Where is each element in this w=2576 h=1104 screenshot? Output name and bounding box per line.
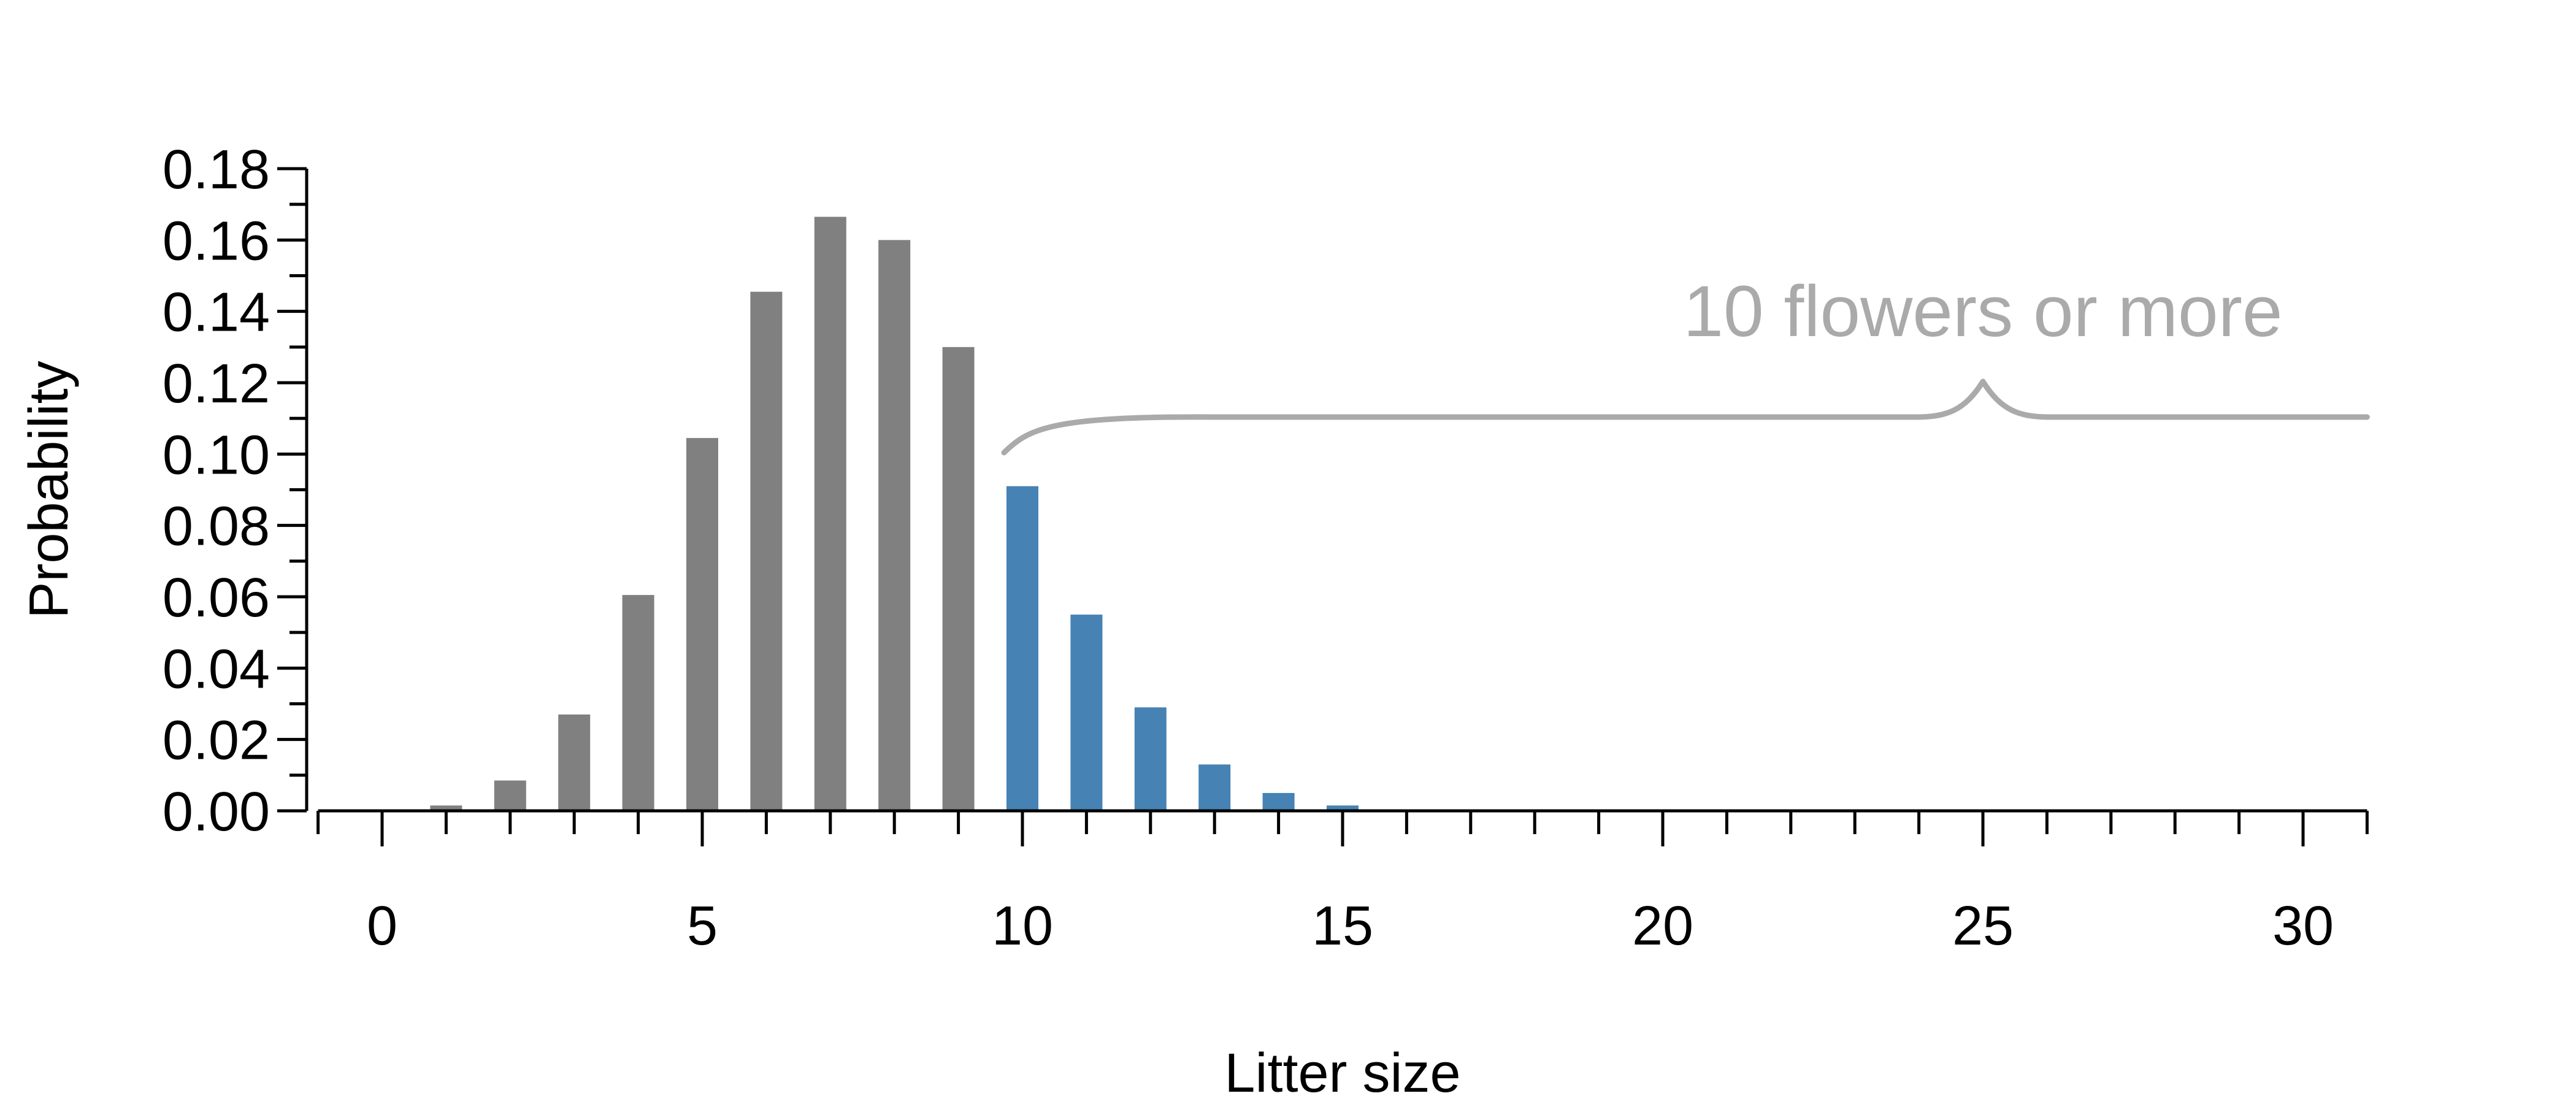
bar-1 — [430, 805, 462, 811]
bar-4 — [622, 595, 654, 811]
y-tick-label: 0.18 — [163, 139, 270, 201]
y-tick-label: 0.10 — [163, 424, 270, 486]
x-tick-label: 20 — [1632, 895, 1693, 957]
y-ticks: 0.00 0.02 0.04 0.06 0.08 0.10 0.12 0.14 0.16 0.18 — [163, 139, 307, 843]
x-ticks: 0 5 10 15 20 25 30 — [316, 811, 2369, 957]
bar-8 — [878, 240, 911, 811]
y-tick-label: 0.14 — [163, 282, 270, 343]
x-tick-label: 25 — [1952, 895, 2014, 957]
annotation-brace — [1001, 378, 2370, 456]
y-tick-label: 0.00 — [163, 781, 270, 843]
y-tick-label: 0.08 — [163, 496, 270, 558]
y-tick-label: 0.12 — [163, 353, 270, 415]
x-tick-label: 0 — [367, 895, 397, 957]
bar-13 — [1198, 764, 1231, 811]
bar-11 — [1070, 615, 1103, 811]
y-tick-label: 0.02 — [163, 710, 270, 772]
y-tick-label: 0.04 — [163, 638, 270, 700]
x-tick-label: 10 — [992, 895, 1053, 957]
bar-15 — [1327, 805, 1359, 811]
x-tick-label: 30 — [2272, 895, 2334, 957]
bar-2 — [494, 780, 526, 811]
x-tick-label: 5 — [687, 895, 718, 957]
annotation-label: 10 flowers or more — [1683, 271, 2282, 352]
x-axis-title: Litter size — [1224, 1043, 1460, 1104]
bar-6 — [750, 291, 783, 811]
bar-7 — [814, 217, 846, 811]
bar-10 — [1006, 486, 1038, 811]
bar-9 — [942, 347, 975, 811]
bar-3 — [558, 714, 591, 811]
bar-14 — [1262, 792, 1295, 811]
bars — [366, 217, 1359, 811]
y-axis-title: Probability — [18, 361, 80, 618]
x-tick-label: 15 — [1312, 895, 1373, 957]
y-tick-label: 0.16 — [163, 210, 270, 272]
y-tick-label: 0.06 — [163, 567, 270, 629]
bar-5 — [686, 438, 718, 811]
bar-12 — [1134, 707, 1167, 811]
